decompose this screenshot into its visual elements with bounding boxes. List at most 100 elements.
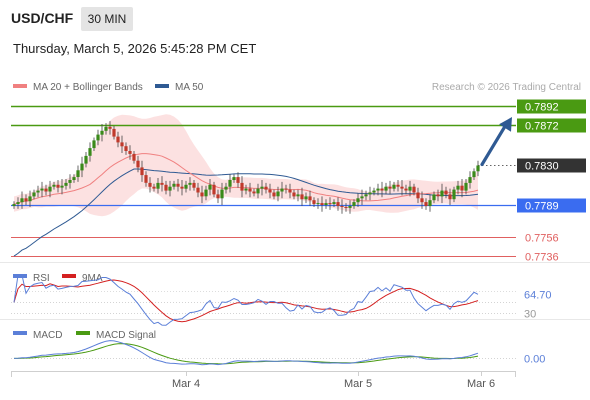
candle	[60, 179, 64, 195]
candle	[224, 182, 228, 194]
candle	[432, 191, 436, 204]
candle	[80, 156, 84, 178]
candle	[164, 180, 168, 195]
candle	[456, 180, 460, 195]
candle	[68, 174, 72, 189]
candle	[468, 171, 472, 189]
macd-signal-line	[14, 343, 479, 365]
support-level-label: 0.7756	[525, 233, 559, 245]
candle	[28, 190, 32, 207]
candle	[388, 180, 392, 195]
forecast-arrow-layer	[480, 117, 512, 167]
candle	[280, 181, 284, 199]
candle	[252, 188, 256, 197]
candle	[448, 188, 452, 205]
copyright-text: Research © 2026 Trading Central	[432, 82, 581, 93]
timeframe-button[interactable]: 30 MIN	[81, 7, 133, 31]
candle	[20, 191, 24, 209]
candle	[56, 180, 60, 193]
candle	[64, 179, 68, 190]
x-axis-tick-label: Mar 5	[344, 378, 372, 390]
candle	[424, 198, 428, 210]
candle	[420, 191, 424, 209]
forecast-arrow-head	[499, 117, 512, 132]
legend-swatch-macd	[13, 331, 27, 335]
candle	[304, 192, 308, 204]
current-level-label: 0.7830	[525, 161, 559, 173]
candle	[120, 135, 124, 153]
candle	[236, 172, 240, 188]
candle	[336, 197, 340, 211]
candle	[12, 201, 16, 209]
candle	[24, 194, 28, 205]
legend-rsi: RSI	[33, 273, 50, 284]
candle	[188, 177, 192, 191]
candle	[176, 179, 180, 192]
support-level-label: 0.7736	[525, 252, 559, 264]
candle	[72, 174, 76, 183]
candle	[268, 183, 272, 199]
candle	[288, 183, 292, 199]
date-time: Thursday, March 5, 2026 5:45:28 PM CET	[13, 41, 257, 56]
ma50-line	[13, 168, 479, 257]
rsi-value-label: 64.70	[524, 289, 552, 301]
candle	[320, 196, 324, 212]
candle	[300, 187, 304, 206]
candle	[168, 180, 172, 197]
legend-swatch-macd-signal	[76, 331, 90, 335]
candle	[324, 199, 328, 209]
candle	[116, 131, 120, 148]
candle	[88, 142, 92, 162]
candle	[76, 165, 80, 182]
candle	[384, 182, 388, 195]
candlestick-layer	[12, 121, 480, 214]
candle	[444, 186, 448, 199]
resistance-level-label: 0.7892	[525, 102, 559, 114]
resistance-level-label: 0.7872	[525, 121, 559, 133]
x-axis-tick-layer: Mar 4 Mar 5 Mar 6	[172, 371, 495, 390]
candle	[428, 194, 432, 212]
candle	[440, 183, 444, 204]
candle	[148, 177, 152, 193]
candle	[92, 137, 96, 151]
candle	[104, 123, 108, 135]
candle	[192, 180, 196, 191]
candle	[400, 180, 404, 196]
legend-rsi-9ma: 9MA	[82, 273, 103, 284]
candle	[256, 183, 260, 199]
resistance-level-tag	[517, 99, 586, 114]
candle	[292, 189, 296, 200]
candle	[180, 180, 184, 196]
candle	[44, 184, 48, 196]
candle	[100, 124, 104, 142]
candle	[340, 199, 344, 214]
candle	[228, 174, 232, 193]
candle	[248, 182, 252, 198]
candle	[216, 189, 220, 204]
candle	[48, 180, 52, 198]
candle	[132, 151, 136, 164]
rsi-ma-line	[13, 279, 479, 323]
candle	[416, 187, 420, 204]
candle	[380, 181, 384, 198]
current-level-tag	[517, 158, 586, 173]
candle	[156, 178, 160, 194]
candle	[196, 182, 200, 198]
candle	[96, 129, 100, 146]
macd-layer: 0.00	[11, 340, 545, 365]
legend-macd-signal: MACD Signal	[96, 330, 156, 341]
candle	[124, 142, 128, 155]
candle	[84, 152, 88, 168]
candle	[452, 186, 456, 203]
candle	[364, 190, 368, 201]
candle	[408, 180, 412, 197]
resistance-level-tag	[517, 118, 586, 133]
candle	[260, 180, 264, 196]
rsi-30-label: 30	[524, 308, 536, 320]
candle	[144, 171, 148, 187]
price-label-layer: 0.7892 0.7872 0.7830 0.7789 0.7756 0.7736	[517, 99, 586, 264]
candle	[244, 184, 248, 195]
legend-macd: MACD	[33, 330, 62, 341]
x-axis-tick-label: Mar 6	[467, 378, 495, 390]
